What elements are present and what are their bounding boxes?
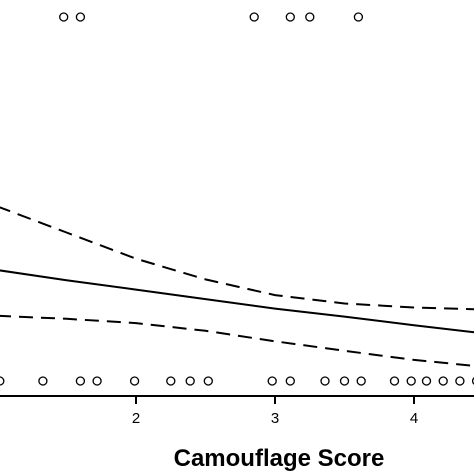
observed-0-point — [38, 376, 48, 386]
observed-0-point — [92, 376, 102, 386]
observed-0-point — [129, 376, 140, 386]
observed-0-point — [389, 376, 400, 386]
observed-0-point — [203, 376, 213, 386]
observed-0-point — [267, 376, 277, 386]
fitted-line — [0, 269, 474, 334]
observed-1-point — [305, 12, 315, 22]
observed-1-point — [353, 12, 364, 22]
observed-1-point — [285, 12, 295, 22]
x-axis: 2 3 4 — [0, 395, 474, 427]
x-ticks: 2 3 4 — [132, 396, 418, 427]
x-tick-label: 4 — [410, 410, 418, 427]
x-tick-label: 3 — [271, 410, 279, 427]
x-axis-title: Camouflage Score — [174, 445, 385, 472]
observed-0-point — [185, 376, 195, 386]
observed-0-point — [0, 376, 5, 386]
observed-0-point — [166, 376, 176, 386]
observed-0-point — [75, 376, 86, 386]
plot-lines — [0, 206, 474, 367]
x-tick-label: 2 — [132, 410, 140, 427]
observed-0-point — [421, 376, 432, 386]
observed-0-point — [320, 376, 330, 386]
observed-0-point — [406, 376, 416, 386]
observed-0-point — [285, 376, 295, 386]
observed-0-point — [455, 376, 465, 386]
observed-0-point — [356, 376, 366, 386]
upper-band-line — [0, 206, 474, 311]
observed-1-point — [59, 12, 69, 22]
observed-0-point — [438, 376, 448, 386]
observed-0-point — [339, 376, 350, 386]
observed-1-point — [75, 12, 86, 22]
plot-points — [0, 12, 474, 386]
observed-0-point — [471, 377, 474, 385]
observed-1-point — [249, 12, 259, 22]
lower-band-line — [0, 314, 474, 367]
